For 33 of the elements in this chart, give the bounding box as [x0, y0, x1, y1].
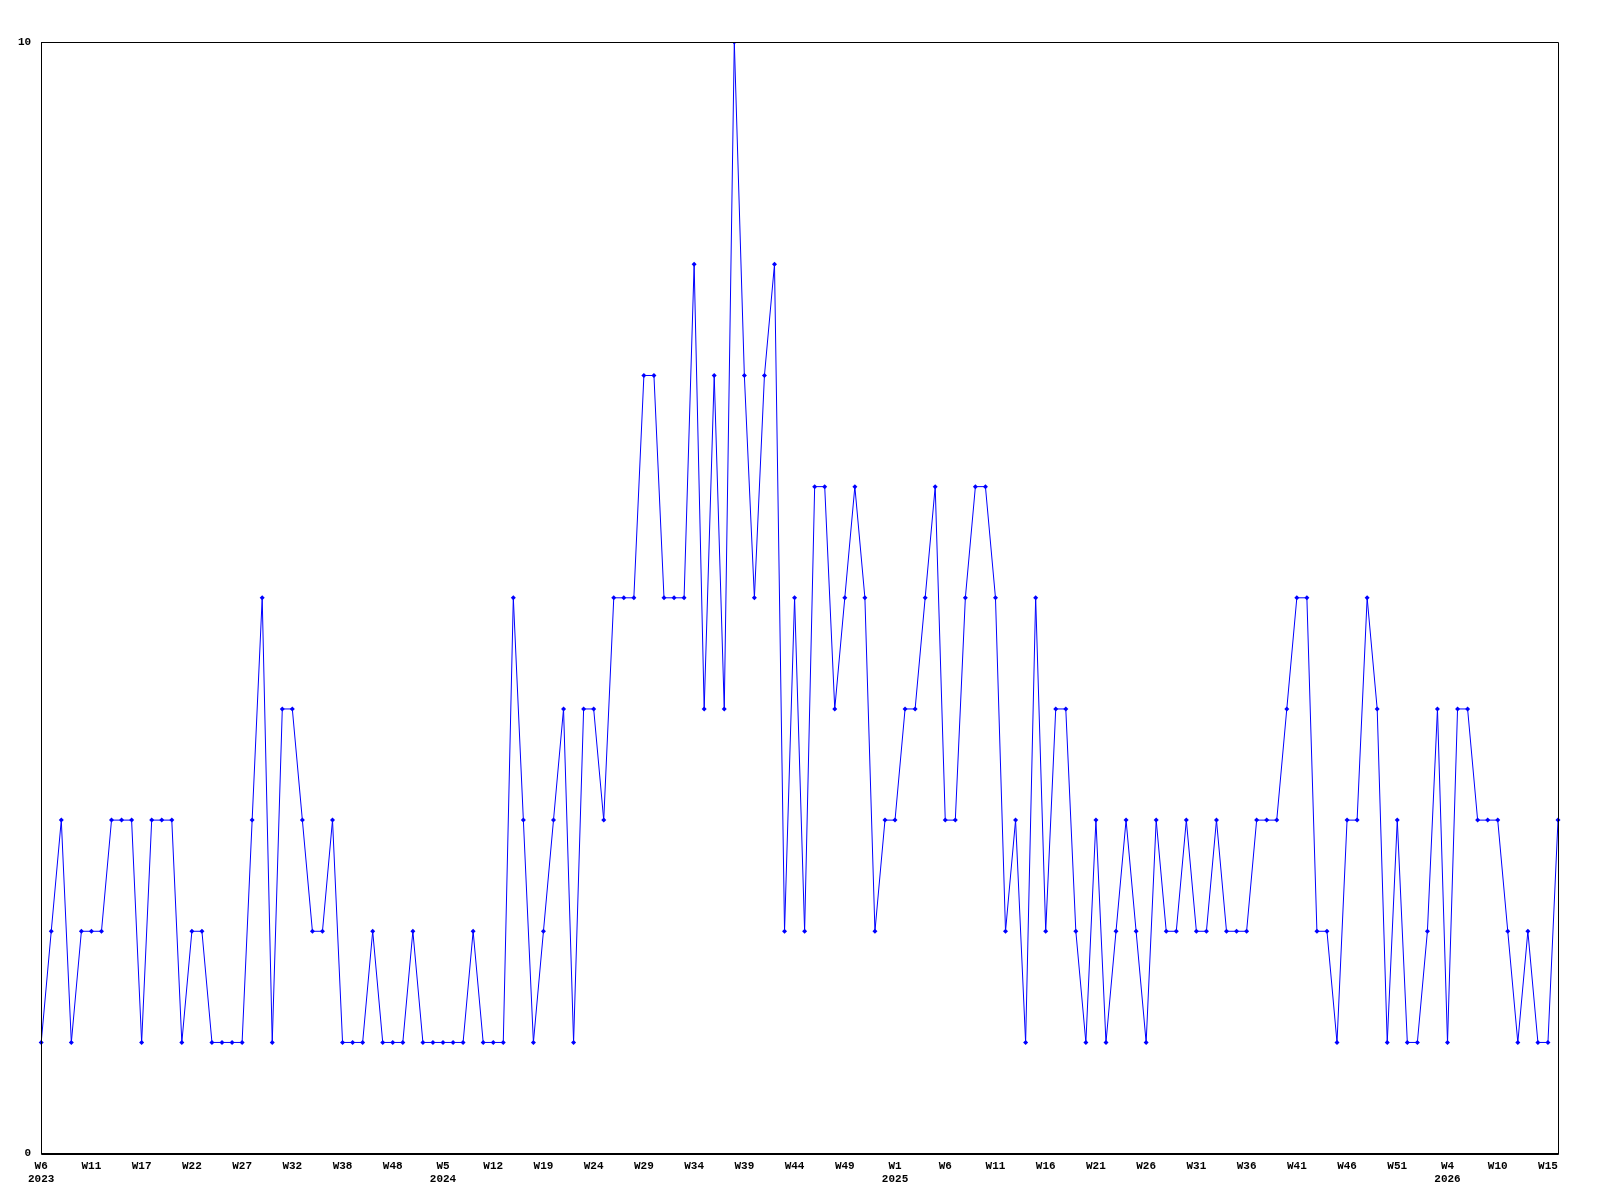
x-tick-label: W11 [81, 1159, 102, 1172]
x-tick-label: W21 [1086, 1159, 1107, 1172]
x-tick-label: W15 [1538, 1159, 1559, 1172]
x-tick-label: W29 [634, 1159, 654, 1172]
x-tick-label: W22 [181, 1159, 202, 1172]
x-tick-label: W16 [1035, 1159, 1056, 1172]
x-tick-label: W51 [1387, 1159, 1408, 1172]
x-tick-label: W27 [232, 1159, 253, 1172]
x-tick-label: W6 [938, 1159, 952, 1172]
y-tick-label: 10 [18, 35, 32, 48]
x-tick-label: W46 [1337, 1159, 1357, 1172]
x-tick-label: W32 [282, 1159, 303, 1172]
x-tick-label: W24 [583, 1159, 604, 1172]
x-tick-label: W38 [332, 1159, 353, 1172]
x-tick-label: W48 [382, 1159, 404, 1172]
x-tick-label: W49 [834, 1159, 855, 1172]
x-tick-label: W19 [533, 1159, 554, 1172]
x-tick-label: W12 [483, 1159, 504, 1172]
x-tick-label: W41 [1286, 1159, 1308, 1172]
x-tick-label: W39 [734, 1159, 755, 1172]
x-tick-label: W11 [985, 1159, 1006, 1172]
x-tick-label: W10 [1487, 1159, 1508, 1172]
x-tick-label: W6 2023 [28, 1159, 55, 1186]
y-tick-label: 0 [24, 1147, 32, 1160]
x-tick-label: W44 [784, 1159, 805, 1172]
x-tick-label: W36 [1236, 1159, 1257, 1172]
x-tick-label: W1 2025 [881, 1159, 909, 1186]
x-tick-label: W4 2026 [1434, 1159, 1461, 1186]
x-tick-label: W17 [131, 1159, 152, 1172]
x-tick-label: W34 [684, 1159, 705, 1172]
x-tick-label: W5 2024 [429, 1159, 457, 1186]
x-tick-label: W26 [1136, 1159, 1157, 1172]
x-tick-label: W31 [1186, 1159, 1207, 1172]
